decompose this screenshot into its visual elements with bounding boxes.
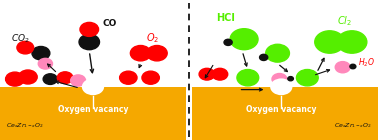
Circle shape <box>272 74 287 85</box>
Circle shape <box>32 46 50 60</box>
Circle shape <box>19 70 37 84</box>
Text: $O_2$: $O_2$ <box>146 31 159 45</box>
Text: CO: CO <box>102 19 117 28</box>
Circle shape <box>288 77 293 81</box>
Circle shape <box>80 22 99 36</box>
Circle shape <box>38 58 53 69</box>
Bar <box>192 87 378 140</box>
Circle shape <box>337 31 367 53</box>
Circle shape <box>43 74 57 84</box>
Circle shape <box>17 41 34 54</box>
Circle shape <box>350 64 356 69</box>
Circle shape <box>237 69 259 86</box>
Text: Oxygen vacancy: Oxygen vacancy <box>246 105 316 114</box>
Circle shape <box>270 78 293 95</box>
Circle shape <box>130 46 151 61</box>
Text: $Cl_2$: $Cl_2$ <box>337 14 352 28</box>
Text: $CO_2$: $CO_2$ <box>11 33 30 46</box>
Circle shape <box>315 31 344 53</box>
Circle shape <box>260 54 268 60</box>
Circle shape <box>142 71 160 84</box>
Circle shape <box>212 68 228 80</box>
Text: $Ce_xZr_{1-x}O_2$: $Ce_xZr_{1-x}O_2$ <box>6 122 43 130</box>
Circle shape <box>266 44 290 62</box>
Circle shape <box>79 34 99 50</box>
Circle shape <box>224 39 232 45</box>
Circle shape <box>6 72 24 86</box>
Circle shape <box>296 69 318 86</box>
Circle shape <box>57 72 73 84</box>
Text: Oxygen vacancy: Oxygen vacancy <box>58 105 128 114</box>
Circle shape <box>147 46 167 61</box>
Circle shape <box>230 29 258 50</box>
Bar <box>0 87 186 140</box>
Text: HCl: HCl <box>216 12 235 23</box>
Text: $Ce_xZr_{1-x}O_2$: $Ce_xZr_{1-x}O_2$ <box>335 122 372 130</box>
Circle shape <box>82 78 104 95</box>
Circle shape <box>71 75 85 86</box>
Circle shape <box>119 71 137 84</box>
Circle shape <box>199 68 215 80</box>
Circle shape <box>335 62 350 73</box>
Text: $H_2O$: $H_2O$ <box>358 57 375 69</box>
